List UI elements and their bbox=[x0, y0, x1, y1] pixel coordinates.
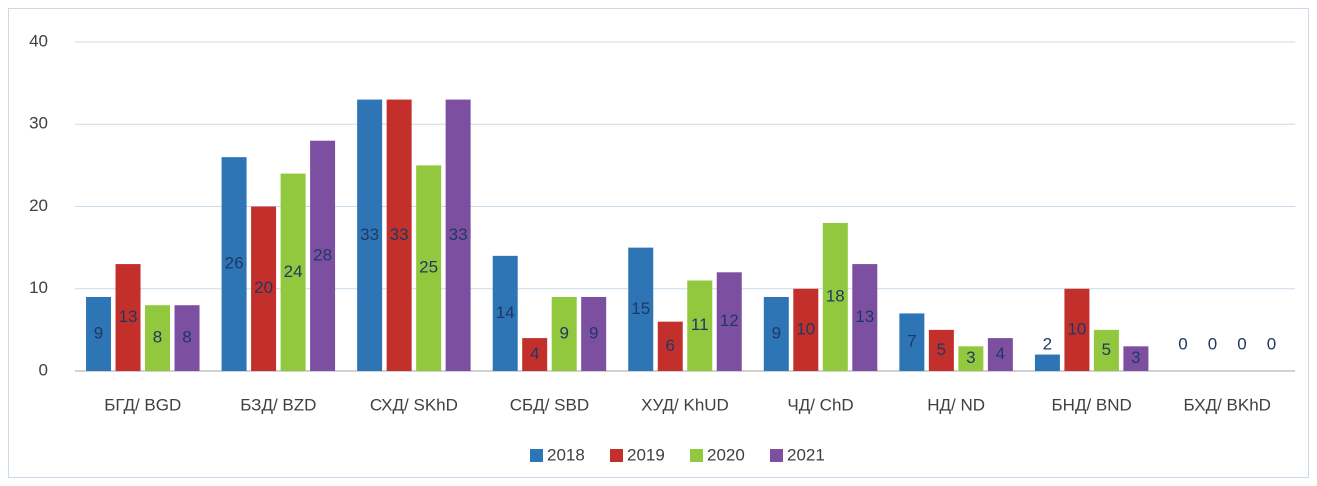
x-tick-label: БГД/ BGD bbox=[104, 395, 181, 414]
bar bbox=[687, 280, 713, 371]
value-label: 10 bbox=[796, 319, 815, 338]
legend-label: 2020 bbox=[707, 445, 745, 464]
value-label: 9 bbox=[559, 323, 568, 342]
bar bbox=[115, 264, 141, 371]
bar bbox=[1064, 288, 1090, 371]
bar bbox=[522, 338, 548, 371]
value-label: 25 bbox=[419, 258, 438, 277]
x-tick-label: НД/ ND bbox=[927, 395, 985, 414]
bar bbox=[221, 157, 247, 371]
value-label: 20 bbox=[254, 278, 273, 297]
bar bbox=[628, 247, 654, 371]
bar bbox=[1034, 354, 1060, 371]
value-label: 5 bbox=[937, 340, 946, 359]
bar bbox=[763, 296, 789, 371]
y-tick-label: 30 bbox=[29, 114, 48, 133]
value-label: 6 bbox=[666, 336, 675, 355]
bar bbox=[899, 313, 925, 371]
bar bbox=[987, 338, 1013, 371]
value-label: 12 bbox=[720, 311, 739, 330]
value-label: 33 bbox=[390, 225, 409, 244]
bar bbox=[310, 140, 336, 371]
value-label: 8 bbox=[153, 328, 162, 347]
x-tick-label: БХД/ BKhD bbox=[1183, 395, 1271, 414]
bar bbox=[928, 329, 954, 371]
value-label: 0 bbox=[1208, 334, 1217, 353]
x-tick-label: ЧД/ ChD bbox=[787, 395, 853, 414]
value-label: 33 bbox=[449, 225, 468, 244]
bar bbox=[386, 99, 412, 371]
bar bbox=[251, 206, 277, 371]
value-label: 0 bbox=[1237, 334, 1246, 353]
value-label: 9 bbox=[589, 323, 598, 342]
value-label: 0 bbox=[1178, 334, 1187, 353]
bar bbox=[822, 222, 848, 371]
x-tick-label: ХУД/ KhUD bbox=[641, 395, 729, 414]
value-label: 33 bbox=[360, 225, 379, 244]
value-label: 28 bbox=[313, 245, 332, 264]
legend-swatch bbox=[530, 449, 543, 462]
value-label: 14 bbox=[496, 303, 515, 322]
value-label: 2 bbox=[1043, 334, 1052, 353]
value-label: 5 bbox=[1102, 340, 1111, 359]
value-label: 11 bbox=[691, 315, 709, 334]
bar bbox=[657, 321, 683, 371]
bar bbox=[280, 173, 306, 371]
value-label: 10 bbox=[1067, 319, 1086, 338]
y-tick-label: 20 bbox=[29, 196, 48, 215]
value-label: 9 bbox=[772, 323, 781, 342]
value-label: 9 bbox=[94, 323, 103, 342]
bar bbox=[416, 165, 442, 371]
y-tick-label: 0 bbox=[39, 360, 48, 379]
value-label: 7 bbox=[907, 332, 916, 351]
y-tick-label: 10 bbox=[29, 278, 48, 297]
value-label: 13 bbox=[855, 307, 874, 326]
value-label: 0 bbox=[1267, 334, 1276, 353]
value-label: 15 bbox=[631, 299, 650, 318]
y-tick-label: 40 bbox=[29, 31, 48, 50]
value-label: 24 bbox=[284, 262, 303, 281]
value-label: 18 bbox=[826, 286, 845, 305]
value-label: 13 bbox=[119, 307, 138, 326]
value-label: 26 bbox=[225, 254, 244, 273]
bar bbox=[716, 272, 742, 371]
bar bbox=[445, 99, 471, 371]
bar bbox=[551, 296, 577, 371]
bar bbox=[174, 305, 200, 371]
legend-label: 2018 bbox=[547, 445, 585, 464]
value-label: 8 bbox=[182, 328, 191, 347]
x-tick-label: БНД/ BND bbox=[1052, 395, 1132, 414]
bar bbox=[793, 288, 819, 371]
bar bbox=[145, 305, 171, 371]
bar bbox=[958, 346, 984, 371]
value-label: 3 bbox=[966, 348, 975, 367]
bar bbox=[357, 99, 383, 371]
legend-swatch bbox=[770, 449, 783, 462]
bar bbox=[852, 264, 878, 371]
legend-swatch bbox=[610, 449, 623, 462]
value-label: 3 bbox=[1131, 348, 1140, 367]
x-tick-label: СБД/ SBD bbox=[510, 395, 589, 414]
bar bbox=[86, 296, 112, 371]
bar bbox=[492, 255, 518, 371]
value-label: 4 bbox=[996, 344, 1005, 363]
legend-swatch bbox=[690, 449, 703, 462]
bar bbox=[581, 296, 607, 371]
legend-label: 2019 bbox=[627, 445, 665, 464]
legend-label: 2021 bbox=[787, 445, 825, 464]
x-tick-label: БЗД/ BZD bbox=[240, 395, 316, 414]
bar bbox=[1093, 329, 1119, 371]
value-label: 4 bbox=[530, 344, 539, 363]
x-tick-label: СХД/ SKhD bbox=[370, 395, 458, 414]
bar bbox=[1123, 346, 1149, 371]
